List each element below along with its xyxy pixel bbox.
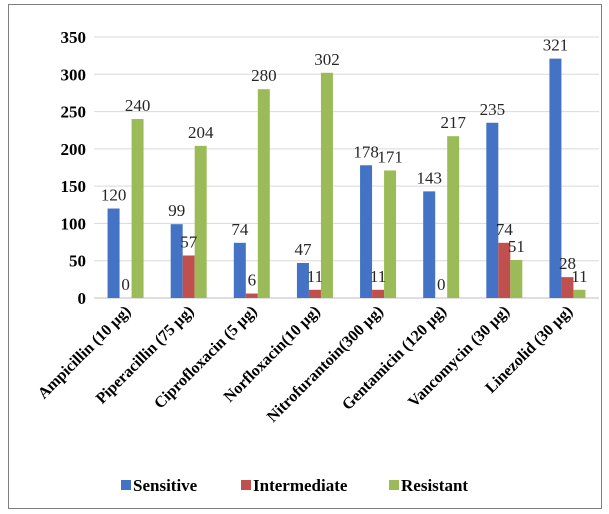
bar-sensitive-0: [107, 208, 120, 298]
bar-resistant-7: [573, 289, 586, 298]
gridlines: [94, 36, 599, 262]
data-label-intermediate-4: 11: [370, 267, 386, 286]
bar-resistant-3: [320, 72, 333, 299]
data-label-resistant-3: 302: [314, 50, 340, 69]
legend-item-sensitive: Sensitive: [121, 476, 198, 495]
y-tick-label: 50: [69, 252, 86, 271]
legend-swatch: [389, 480, 399, 490]
bar-sensitive-7: [549, 58, 562, 298]
data-label-resistant-6: 51: [508, 237, 525, 256]
bar-intermediate-2: [245, 293, 258, 298]
bar-intermediate-3: [308, 289, 321, 298]
data-label-intermediate-0: 0: [121, 275, 130, 294]
category-label: Ciprofloxacin (5 µg): [151, 303, 260, 412]
chart-frame: 0 50 100 150 200 250 300 350 120 0 240 99 57 204 74 6 2…: [8, 4, 602, 509]
data-label-resistant-5: 217: [440, 113, 466, 132]
category-labels: Ampicillin (10 µg)Piperacillin (75 µg)Ci…: [35, 303, 576, 426]
data-label-sensitive-5: 143: [416, 168, 442, 187]
bar-intermediate-7: [561, 277, 574, 298]
data-label-resistant-7: 11: [571, 267, 587, 286]
legend-label: Sensitive: [133, 476, 198, 495]
bar-intermediate-6: [498, 242, 511, 298]
y-tick-label: 350: [61, 28, 87, 47]
data-label-sensitive-0: 120: [101, 186, 127, 205]
data-label-resistant-2: 280: [251, 66, 277, 85]
data-label-sensitive-6: 235: [480, 100, 506, 119]
y-tick-label: 200: [61, 140, 87, 159]
bar-resistant-5: [447, 136, 460, 298]
legend-item-intermediate: Intermediate: [241, 476, 348, 495]
category-label: Gentamicin (120 µg): [339, 303, 450, 414]
data-label-resistant-1: 204: [188, 123, 214, 142]
legend: Sensitive Intermediate Resistant: [121, 476, 468, 495]
data-label-sensitive-1: 99: [168, 201, 185, 220]
y-tick-label: 0: [78, 289, 87, 308]
data-label-resistant-0: 240: [125, 96, 151, 115]
bar-intermediate-4: [372, 289, 385, 298]
data-label-intermediate-6: 74: [496, 220, 514, 239]
y-tick-label: 100: [61, 214, 87, 233]
y-tick-label: 250: [61, 103, 87, 122]
data-label-intermediate-2: 6: [248, 271, 257, 290]
bar-resistant-6: [510, 259, 523, 298]
legend-swatch: [241, 480, 251, 490]
bar-sensitive-2: [233, 242, 246, 298]
category-label: Nitrofurantoin(300 µg): [264, 303, 387, 426]
data-label-sensitive-4: 178: [353, 142, 379, 161]
bar-sensitive-3: [296, 262, 309, 298]
bar-intermediate-1: [182, 255, 195, 298]
legend-swatch: [121, 480, 131, 490]
data-label-intermediate-5: 0: [437, 275, 446, 294]
axes: 0 50 100 150 200 250 300 350: [61, 28, 599, 308]
bar-sensitive-4: [360, 165, 373, 298]
bar-sensitive-5: [423, 191, 436, 298]
data-label-intermediate-7: 28: [559, 254, 576, 273]
y-tick-label: 300: [61, 65, 87, 84]
data-label-sensitive-7: 321: [543, 36, 569, 55]
data-label-resistant-4: 171: [377, 147, 403, 166]
data-label-intermediate-3: 11: [307, 267, 323, 286]
data-labels: 120 0 240 99 57 204 74 6 280 47 11 302 178 11 171 143 0 2…: [101, 36, 588, 294]
bar-chart: 0 50 100 150 200 250 300 350 120 0 240 99 57 204 74 6 2…: [35, 28, 599, 495]
bar-resistant-1: [194, 145, 207, 298]
y-tick-label: 150: [61, 177, 87, 196]
bar-resistant-2: [257, 89, 270, 298]
bar-sensitive-6: [486, 122, 499, 298]
data-label-sensitive-2: 74: [231, 220, 249, 239]
legend-label: Intermediate: [253, 476, 348, 495]
bar-sensitive-1: [170, 224, 183, 298]
bars: [107, 58, 586, 299]
data-label-intermediate-1: 57: [180, 232, 198, 251]
bar-resistant-4: [384, 170, 397, 298]
bar-resistant-0: [131, 119, 144, 299]
legend-label: Resistant: [401, 476, 468, 495]
legend-item-resistant: Resistant: [389, 476, 468, 495]
data-label-sensitive-3: 47: [294, 240, 312, 259]
